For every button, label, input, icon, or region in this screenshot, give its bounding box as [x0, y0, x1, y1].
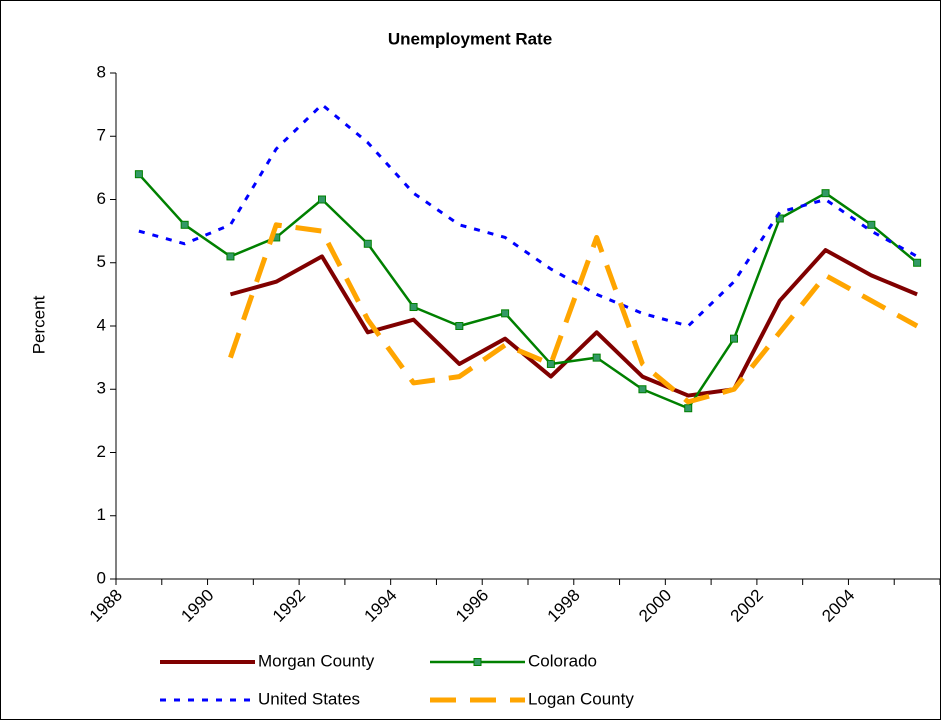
y-tick-label: 8	[97, 62, 106, 81]
series-line	[229, 248, 918, 398]
point-marker	[501, 309, 510, 318]
y-tick-label: 6	[97, 189, 106, 208]
point-marker	[546, 359, 555, 368]
point-marker	[363, 239, 372, 248]
point-marker	[638, 385, 647, 394]
legend-label: Colorado	[528, 651, 597, 670]
legend-label: Logan County	[528, 689, 634, 708]
point-marker	[730, 334, 738, 343]
point-marker	[592, 353, 601, 362]
point-marker	[180, 220, 189, 229]
point-marker	[775, 214, 784, 223]
y-tick-label: 5	[97, 252, 106, 271]
point-marker	[226, 252, 235, 261]
chart-title: Unemployment Rate	[388, 29, 552, 48]
y-tick-label: 1	[97, 505, 106, 524]
y-tick-label: 3	[97, 379, 106, 398]
point-marker	[867, 220, 876, 229]
point-marker	[318, 195, 326, 204]
legend-label: Morgan County	[258, 651, 375, 670]
series-line	[228, 222, 919, 405]
point-marker	[913, 258, 922, 267]
point-marker	[134, 170, 143, 179]
legend-label: United States	[258, 689, 360, 708]
point-marker	[684, 404, 693, 413]
y-axis-label: Percent	[29, 295, 48, 354]
y-tick-label: 4	[97, 315, 106, 334]
point-marker	[821, 189, 830, 198]
point-marker	[409, 303, 418, 312]
y-tick-label: 2	[97, 442, 106, 461]
y-tick-label: 0	[97, 568, 106, 587]
series-line	[138, 103, 918, 328]
point-marker	[455, 322, 464, 330]
legend-marker	[473, 658, 482, 666]
y-tick-label: 7	[97, 126, 106, 145]
